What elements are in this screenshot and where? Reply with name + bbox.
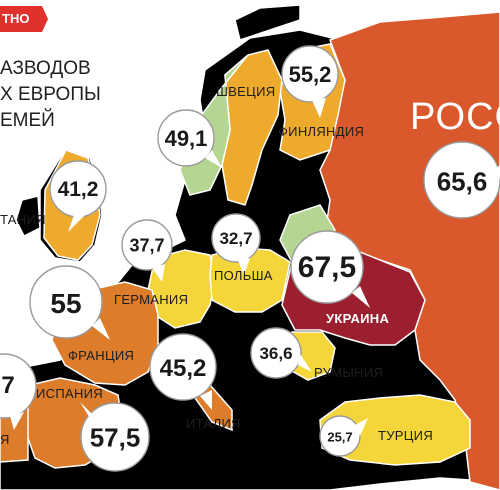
label-poland: ПОЛЬША <box>214 268 273 283</box>
label-turkey: ТУРЦИЯ <box>378 428 434 443</box>
header-tag <box>0 6 48 32</box>
value-russia: 65,6 <box>436 166 488 197</box>
value-germany: 37,7 <box>129 235 165 256</box>
title-line-1: АЗВОДОВ <box>0 58 91 79</box>
value-portugal: 7 <box>1 372 15 399</box>
bubbles <box>0 45 500 472</box>
value-britain: 41,2 <box>57 178 99 201</box>
bubble-germany <box>121 219 173 282</box>
bubble-romania <box>250 327 312 379</box>
bubble-sweden <box>157 109 222 168</box>
label-finland: ФИНЛЯНДИЯ <box>278 124 365 139</box>
bubble-finland <box>281 45 339 118</box>
value-france: 55 <box>50 288 82 319</box>
label-portugal: Я <box>0 432 10 447</box>
label-romania: РУМЫНИЯ <box>314 365 384 380</box>
bubble-ukraine <box>290 230 370 308</box>
bubble-poland <box>211 213 261 276</box>
bubble-turkey <box>319 415 368 457</box>
value-spain: 57,5 <box>89 422 141 453</box>
label-sweden: ШВЕЦИЯ <box>216 84 276 99</box>
value-romania: 36,6 <box>259 344 293 363</box>
header-tag-text: ТНО <box>2 11 30 26</box>
value-ukraine: 67,5 <box>297 251 357 284</box>
label-germany: ГЕРМАНИЯ <box>114 292 189 307</box>
bubble-britain <box>49 160 107 232</box>
value-poland: 32,7 <box>219 229 253 248</box>
label-italy: ИТАЛИЯ <box>186 416 241 431</box>
bubble-italy <box>149 333 217 410</box>
value-sweden: 49,1 <box>164 126 208 151</box>
bubble-russia <box>423 141 500 219</box>
value-finland: 55,2 <box>288 62 332 87</box>
label-spain: ИСПАНИЯ <box>36 386 103 401</box>
country-turkey <box>319 394 471 466</box>
label-britain: ТАНИЯ <box>0 212 46 227</box>
value-turkey: 25,7 <box>327 429 353 445</box>
label-russia: РОССИ <box>410 96 500 138</box>
header-tag-bg <box>0 6 42 32</box>
label-france: ФРАНЦИЯ <box>68 348 135 363</box>
label-ukraine: УКРАИНА <box>326 311 390 326</box>
bubble-france <box>29 265 110 340</box>
value-italy: 45,2 <box>159 355 207 382</box>
title-line-2: Х ЕВРОПЫ <box>0 84 101 105</box>
bubble-spain <box>80 402 150 472</box>
title-line-3: ЕМЕЙ <box>0 110 55 131</box>
bubble-portugal <box>0 353 37 430</box>
